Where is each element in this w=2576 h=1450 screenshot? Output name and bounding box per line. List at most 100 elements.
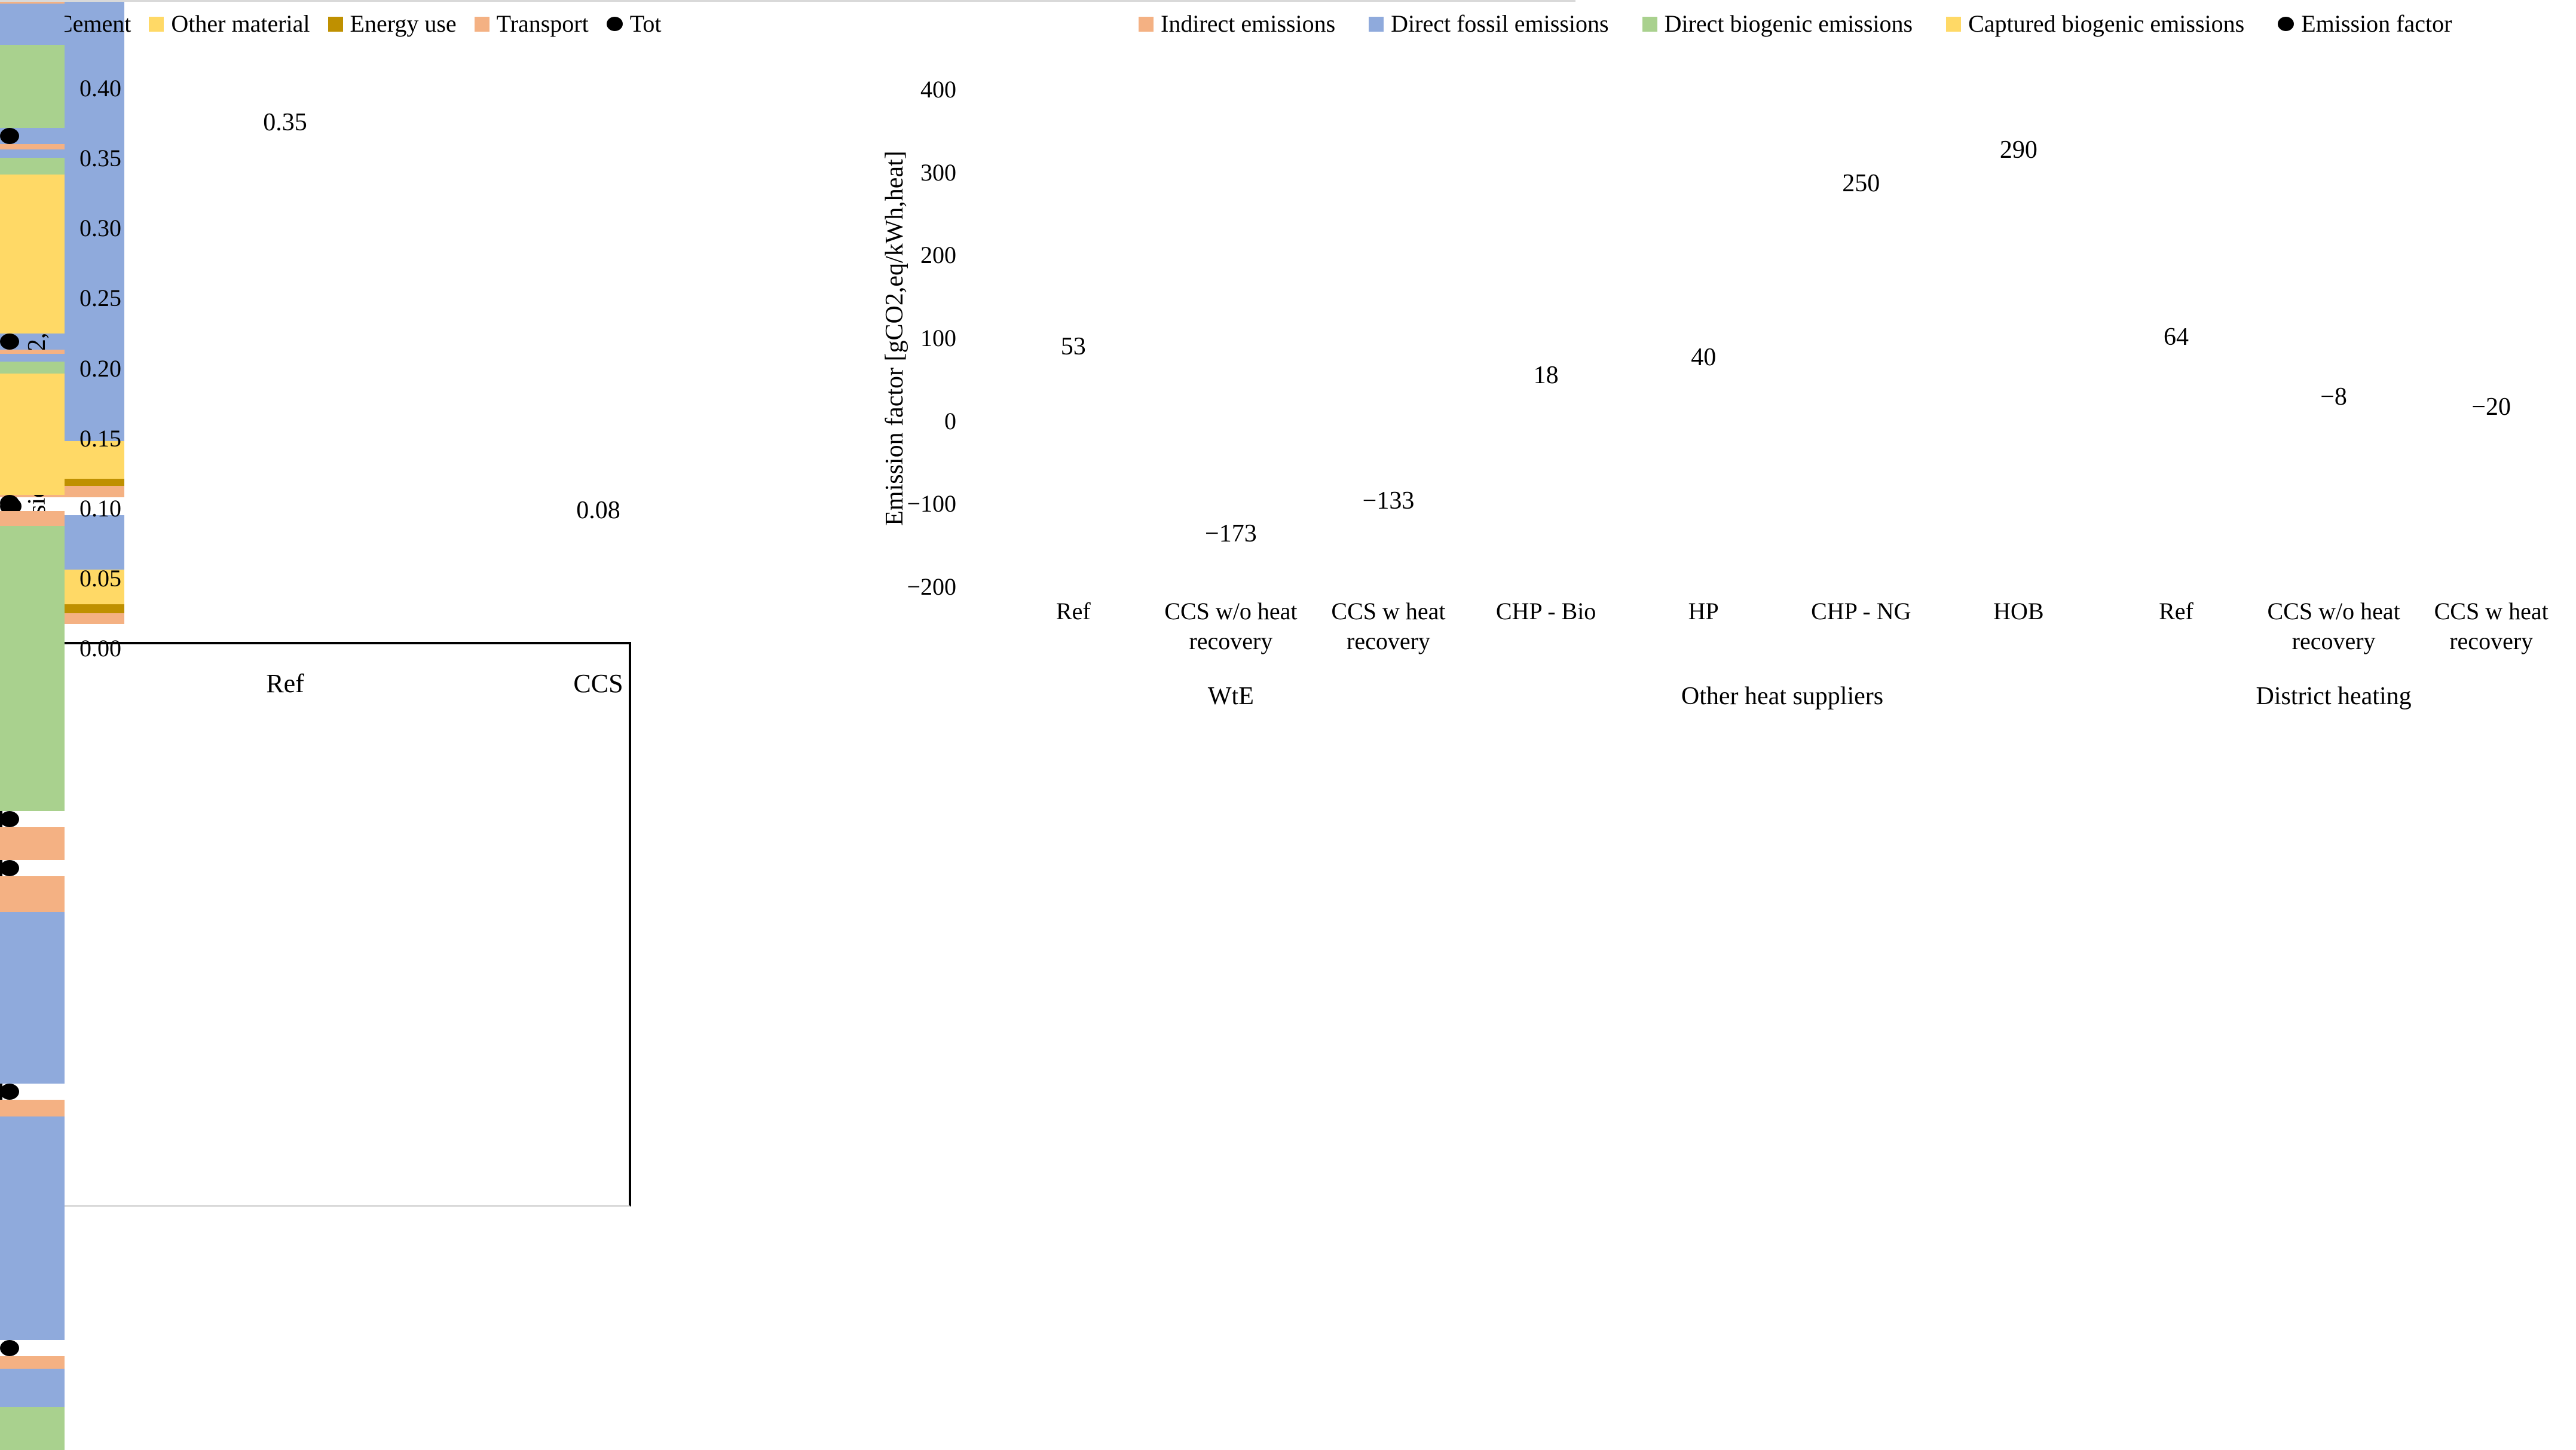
- legend-label: Captured biogenic emissions: [1968, 10, 2245, 37]
- total-dot-marker: [0, 334, 19, 350]
- legend-item: Direct fossil emissions: [1369, 10, 1609, 38]
- bar-segment-direct-biogenic-emissions: [0, 1406, 65, 1450]
- data-label: −173: [1205, 520, 1257, 548]
- bar-segment-indirect-emissions: [0, 143, 65, 150]
- y-axis-tick-label: 300: [920, 158, 956, 186]
- bar-segment-direct-biogenic-emissions: [0, 158, 65, 175]
- data-label: −20: [2471, 393, 2511, 421]
- bar-segment-indirect-emissions: [0, 876, 65, 912]
- bar-segment-direct-biogenic-emissions: [0, 525, 65, 811]
- plot-area-border: [0, 642, 631, 1207]
- total-dot-marker: [0, 810, 19, 827]
- legend-label: Energy use: [350, 10, 457, 37]
- category-label: CCS w/o heat recovery: [2267, 598, 2400, 654]
- y-axis-tick-label: 400: [920, 76, 956, 103]
- category-label: Ref: [2159, 598, 2193, 625]
- bar-segment-direct-biogenic-emissions: [0, 45, 65, 128]
- legend-label: Tot: [629, 10, 662, 37]
- legend-swatch-icon: [149, 16, 164, 32]
- legend-swatch-icon: [1139, 16, 1154, 32]
- legend-item: Indirect emissions: [1139, 10, 1335, 38]
- bar-segment-indirect-emissions: [0, 2, 65, 4]
- data-label: −133: [1362, 487, 1415, 515]
- concrete-chart-legend: Cement Other material Energy use Transport T…: [35, 10, 662, 38]
- data-label: 290: [1999, 136, 2037, 164]
- bar-segment-direct-fossil-emissions: [0, 1368, 65, 1407]
- legend-label: Cement: [57, 10, 131, 37]
- legend-item: Tot: [606, 10, 662, 38]
- data-label: 64: [2164, 323, 2189, 351]
- category-label: CCS w heat recovery: [1331, 598, 1446, 654]
- bar-segment-indirect-emissions: [0, 1099, 65, 1116]
- legend-label: Direct fossil emissions: [1391, 10, 1609, 37]
- data-label: 0.35: [263, 109, 307, 137]
- category-label: Ref: [1056, 598, 1091, 625]
- legend-label: Direct biogenic emissions: [1664, 10, 1913, 37]
- bar-segment-direct-fossil-emissions: [0, 1116, 65, 1341]
- category-label: CHP - Bio: [1495, 598, 1596, 625]
- y-axis-tick-label: 0.35: [79, 145, 121, 172]
- legend-label: Indirect emissions: [1161, 10, 1336, 37]
- legend-swatch-icon: [1642, 16, 1657, 32]
- group-label: WtE: [1207, 683, 1254, 710]
- data-label: 53: [1060, 332, 1086, 360]
- category-label: Ref: [266, 669, 304, 698]
- y-axis-tick-label: 0: [944, 407, 956, 435]
- legend-dot-marker-icon: [606, 17, 623, 31]
- legend-item: Transport: [474, 10, 589, 38]
- y-axis-tick-label: 0.10: [79, 494, 121, 522]
- legend-label: Emission factor: [2301, 10, 2452, 37]
- bar-segment-direct-fossil-emissions: [0, 354, 65, 362]
- y-axis-tick-label: −100: [907, 490, 956, 518]
- bar-segment-direct-fossil-emissions: [0, 149, 65, 158]
- data-label: 250: [1842, 169, 1880, 197]
- group-label: District heating: [2256, 683, 2412, 710]
- y-axis-tick-label: 0.15: [79, 424, 121, 452]
- category-label: HOB: [1993, 598, 2044, 625]
- y-axis-tick-label: 200: [920, 241, 956, 269]
- zero-gridline: [0, 0, 1575, 2]
- bar-segment-indirect-emissions: [0, 510, 65, 526]
- total-dot-marker: [0, 1083, 19, 1100]
- bar-segment-direct-fossil-emissions: [0, 3, 65, 45]
- legend-label: Other material: [171, 10, 310, 37]
- total-dot-marker: [0, 1340, 19, 1357]
- bar-segment-direct-biogenic-emissions: [0, 361, 65, 374]
- total-dot-marker: [0, 494, 19, 511]
- group-label: Other heat suppliers: [1681, 683, 1884, 710]
- category-label: CCS w heat recovery: [2434, 598, 2549, 654]
- y-axis-tick-label: 0.40: [79, 75, 121, 102]
- bar-segment-indirect-emissions: [0, 1356, 65, 1369]
- y-axis-tick-label: 0.00: [79, 635, 121, 662]
- legend-item: Direct biogenic emissions: [1642, 10, 1913, 38]
- data-label: −8: [2320, 383, 2347, 411]
- bar-segment-direct-fossil-emissions: [0, 911, 65, 1084]
- legend-label: Transport: [496, 10, 589, 37]
- y-axis-tick-label: −200: [907, 573, 956, 600]
- y-axis-tick-label: 0.20: [79, 354, 121, 382]
- y-axis-tick-label: 0.30: [79, 215, 121, 242]
- y-axis-tick-label: 0.25: [79, 285, 121, 312]
- y-axis-tick-label: 0.05: [79, 564, 121, 592]
- legend-swatch-icon: [1946, 16, 1962, 32]
- legend-item: Cement: [35, 10, 131, 38]
- legend-swatch-icon: [1369, 16, 1384, 32]
- bar-segment-indirect-emissions: [0, 350, 65, 354]
- legend-swatch-icon: [328, 16, 343, 32]
- data-label: 40: [1691, 343, 1717, 371]
- data-label: 18: [1533, 362, 1559, 390]
- category-label: CHP - NG: [1811, 598, 1911, 625]
- legend-swatch-icon: [474, 16, 489, 32]
- bar-segment-indirect-emissions: [0, 827, 65, 861]
- total-dot-marker: [0, 127, 19, 144]
- bar-segment-captured-biogenic-emissions: [0, 374, 65, 495]
- legend-dot-marker-icon: [2278, 17, 2294, 31]
- heat-chart-legend: Indirect emissions Direct fossil emission…: [1139, 10, 2452, 38]
- legend-item: Energy use: [328, 10, 457, 38]
- legend-item: Captured biogenic emissions: [1946, 10, 2244, 38]
- category-label: CCS: [573, 669, 623, 698]
- bar-segment-captured-biogenic-emissions: [0, 175, 65, 334]
- legend-item: Other material: [149, 10, 310, 38]
